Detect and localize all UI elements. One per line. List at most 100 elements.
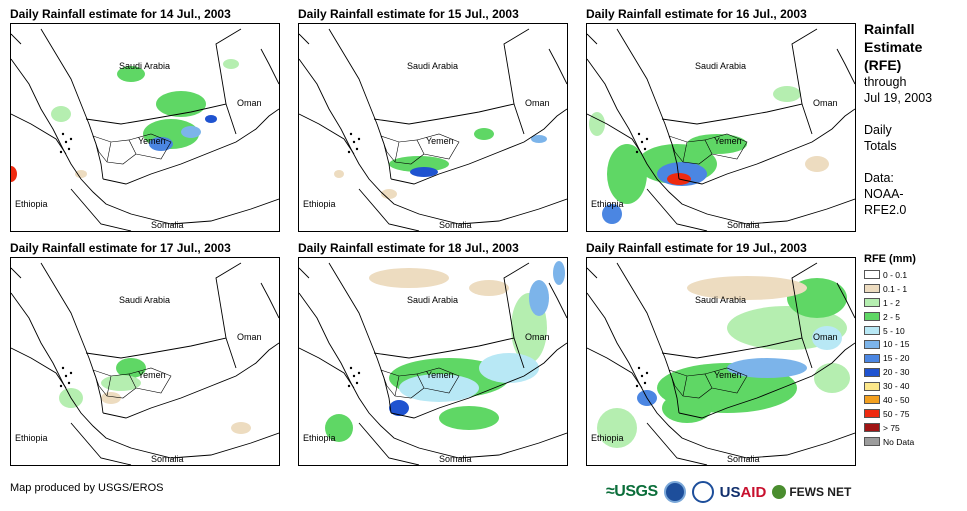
rainfall-map-svg: Saudi Arabia Oman Yemen Ethiopia Somalia [587,28,855,231]
rainfall-area [51,106,71,122]
ethiopia-border [11,347,67,389]
africa-coastline [299,58,567,225]
legend-swatch [864,326,880,335]
island [67,147,71,151]
rainfall-area [814,363,850,393]
ethiopia-border [587,113,643,155]
legend-swatch [864,381,880,391]
rainfall-area [381,189,397,199]
ethiopia-somalia-border [70,188,132,231]
island [352,374,356,378]
rainfall-area [156,91,206,117]
island [349,132,353,136]
nasa-logo-icon [691,481,714,503]
saudi-oman-border [503,28,530,105]
egypt-sudan-border [11,267,22,279]
africa-coastline [11,58,279,225]
saudi-yemen-border [661,103,813,135]
map-panel-jul18: Daily Rainfall estimate for 18 Jul., 200… [298,240,570,467]
sidebar-source: NOAA- [864,187,904,201]
saudi-yemen-border [373,103,525,135]
rainfall-area [469,280,509,296]
map-panel-jul15: Daily Rainfall estimate for 15 Jul., 200… [298,6,570,233]
egypt-sudan-border [299,33,310,45]
ethiopia-somalia-border [646,422,708,465]
legend-label: 50 - 75 [883,408,910,419]
ethiopia-border [299,113,355,155]
country-borders [299,28,567,231]
legend-item: 40 - 50 [864,393,964,407]
rainfall-area [101,375,141,391]
map-label-saudi: Saudi Arabia [119,295,170,305]
arabia-west-coastline [328,262,392,414]
map-panel-jul14: Daily Rainfall estimate for 14 Jul., 200… [10,6,282,233]
island [635,384,639,388]
legend-item: 1 - 2 [864,296,964,310]
legend-item: 20 - 30 [864,365,964,379]
africa-coastline [587,292,855,459]
saudi-yemen-border [85,337,237,369]
legend-label: 30 - 40 [883,381,910,392]
map-label-saudi: Saudi Arabia [119,61,170,71]
map-label-oman: Oman [237,332,262,342]
arabia-south-coastline [390,342,567,419]
map-label-oman: Oman [525,332,550,342]
africa-coastline [587,58,855,225]
ethiopia-border [587,347,643,389]
island [637,132,641,136]
rainfall-area [589,112,605,136]
map-label-ethiopia: Ethiopia [15,199,48,209]
ethiopia-somalia-border [358,188,420,231]
map-label-saudi: Saudi Arabia [695,295,746,305]
ethiopia-border [11,113,67,155]
island [645,137,649,141]
legend-label: 1 - 2 [883,297,901,308]
arabia-west-coastline [40,262,104,414]
island [357,137,361,141]
island [347,150,351,154]
sidebar-title-line: Estimate [864,39,923,55]
rainfall-area [223,59,239,69]
sidebar-source: RFE2.0 [864,203,907,217]
rainfall-area [116,358,146,378]
panel-title: Daily Rainfall estimate for 17 Jul., 200… [10,241,231,255]
map-label-ethiopia: Ethiopia [303,433,336,443]
oman-coastline [260,282,279,319]
sidebar-title-line: (RFE) [864,57,902,73]
rainfall-area [479,353,539,383]
usaid-aid-text: AID [740,483,767,501]
rainfall-area [410,167,438,177]
map-label-somalia: Somalia [151,220,184,230]
saudi-yemen-border [373,337,525,369]
legend-item: 10 - 15 [864,337,964,351]
rainfall-area [231,422,251,434]
map-label-oman: Oman [525,98,550,108]
rainfall-area [334,170,344,178]
sidebar-totals: Totals [864,139,897,153]
sidebar-daily: Daily [864,123,892,137]
island [64,374,68,378]
legend-item: > 75 [864,421,964,435]
rainfall-map-svg: Saudi Arabia Oman Yemen Ethiopia Somalia [11,28,279,231]
rainfall-area [529,280,549,316]
rainfall-area [553,261,565,285]
rainfall-map-svg: Saudi Arabia Oman Yemen Ethiopia Somalia [11,262,279,465]
saudi-oman-border [215,262,242,339]
legend-label: 0 - 0.1 [883,269,908,280]
map-label-somalia: Somalia [151,454,184,464]
map-frame: Saudi Arabia Oman Yemen Ethiopia Somalia [586,23,856,232]
rainfall-area [369,268,449,288]
rainfall-area [474,128,494,140]
fews-globe-icon [772,485,787,499]
rfe-legend: RFE (mm) 0 - 0.1 0.1 - 1 1 - 2 2 - 5 5 - 10 1… [864,253,964,449]
island [643,381,647,385]
legend-item: No Data [864,435,964,449]
map-panel-jul19: Daily Rainfall estimate for 19 Jul., 200… [586,240,858,467]
sidebar-title-line: Rainfall [864,21,915,37]
map-label-saudi: Saudi Arabia [407,61,458,71]
rainfall-area [205,115,217,123]
saudi-yemen-border [85,103,237,135]
saudi-oman-border [791,262,818,339]
yemen-governorates [380,367,460,399]
saudi-oman-border [215,28,242,105]
